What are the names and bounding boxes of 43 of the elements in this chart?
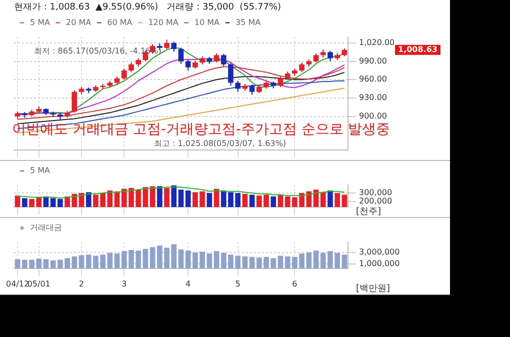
bar	[43, 259, 49, 268]
bar	[249, 256, 255, 268]
bar	[306, 252, 312, 268]
bar	[150, 247, 156, 268]
bar	[107, 252, 113, 268]
y-axis-title: [천주]	[356, 206, 382, 217]
y-tick-label: 1,020.00	[359, 38, 395, 47]
y-tick-label: 900.00	[359, 111, 387, 120]
bar	[142, 248, 148, 268]
legend-label: 60 MA	[107, 18, 133, 27]
chart-title: 현재가 : 1,008.63 ▲9.55(0.96%) 거래량 : 35,000 (55.77%)	[14, 2, 282, 13]
y-tick-label: 990.00	[359, 56, 387, 66]
x-tick-label: 5	[235, 279, 240, 288]
legend-label: 10 MA	[194, 18, 220, 27]
y-axis-title: [백만원]	[356, 284, 390, 294]
x-tick-label: 3	[122, 279, 127, 288]
bar	[313, 250, 319, 268]
bar	[114, 253, 120, 268]
legend-label: 120 MA	[148, 18, 179, 27]
bar	[78, 255, 84, 268]
y-tick-label: 3,000,000	[359, 247, 400, 256]
legend-label: 20 MA	[66, 18, 92, 27]
annotation: 최고 : 1,025.08(05/03/07, 1.63%)	[154, 139, 286, 148]
x-tick-label: 05/01	[27, 279, 50, 288]
x-tick-label: 4	[186, 279, 191, 288]
y-tick-label: 930.00	[359, 93, 387, 102]
bar	[214, 251, 220, 268]
bar	[206, 253, 212, 268]
x-tick-label: 2	[78, 279, 84, 288]
y-tick-label: 1,000,000	[359, 258, 400, 268]
legend-label: 5 MA	[30, 166, 51, 176]
legend-label: 거래대금	[30, 223, 62, 232]
bar	[14, 259, 20, 268]
bar	[342, 254, 348, 268]
bar	[178, 249, 184, 268]
text: 1,008.63	[398, 44, 438, 54]
y-tick-label: 960.00	[359, 74, 387, 84]
y-tick-label: 200,000	[359, 196, 392, 206]
legend-label: 5 MA	[30, 18, 51, 27]
x-tick-label: 04/12	[6, 279, 30, 288]
x-tick-label: 6	[292, 279, 298, 288]
legend-label: 35 MA	[235, 18, 262, 27]
y-tick-label: 300,000	[359, 188, 392, 198]
